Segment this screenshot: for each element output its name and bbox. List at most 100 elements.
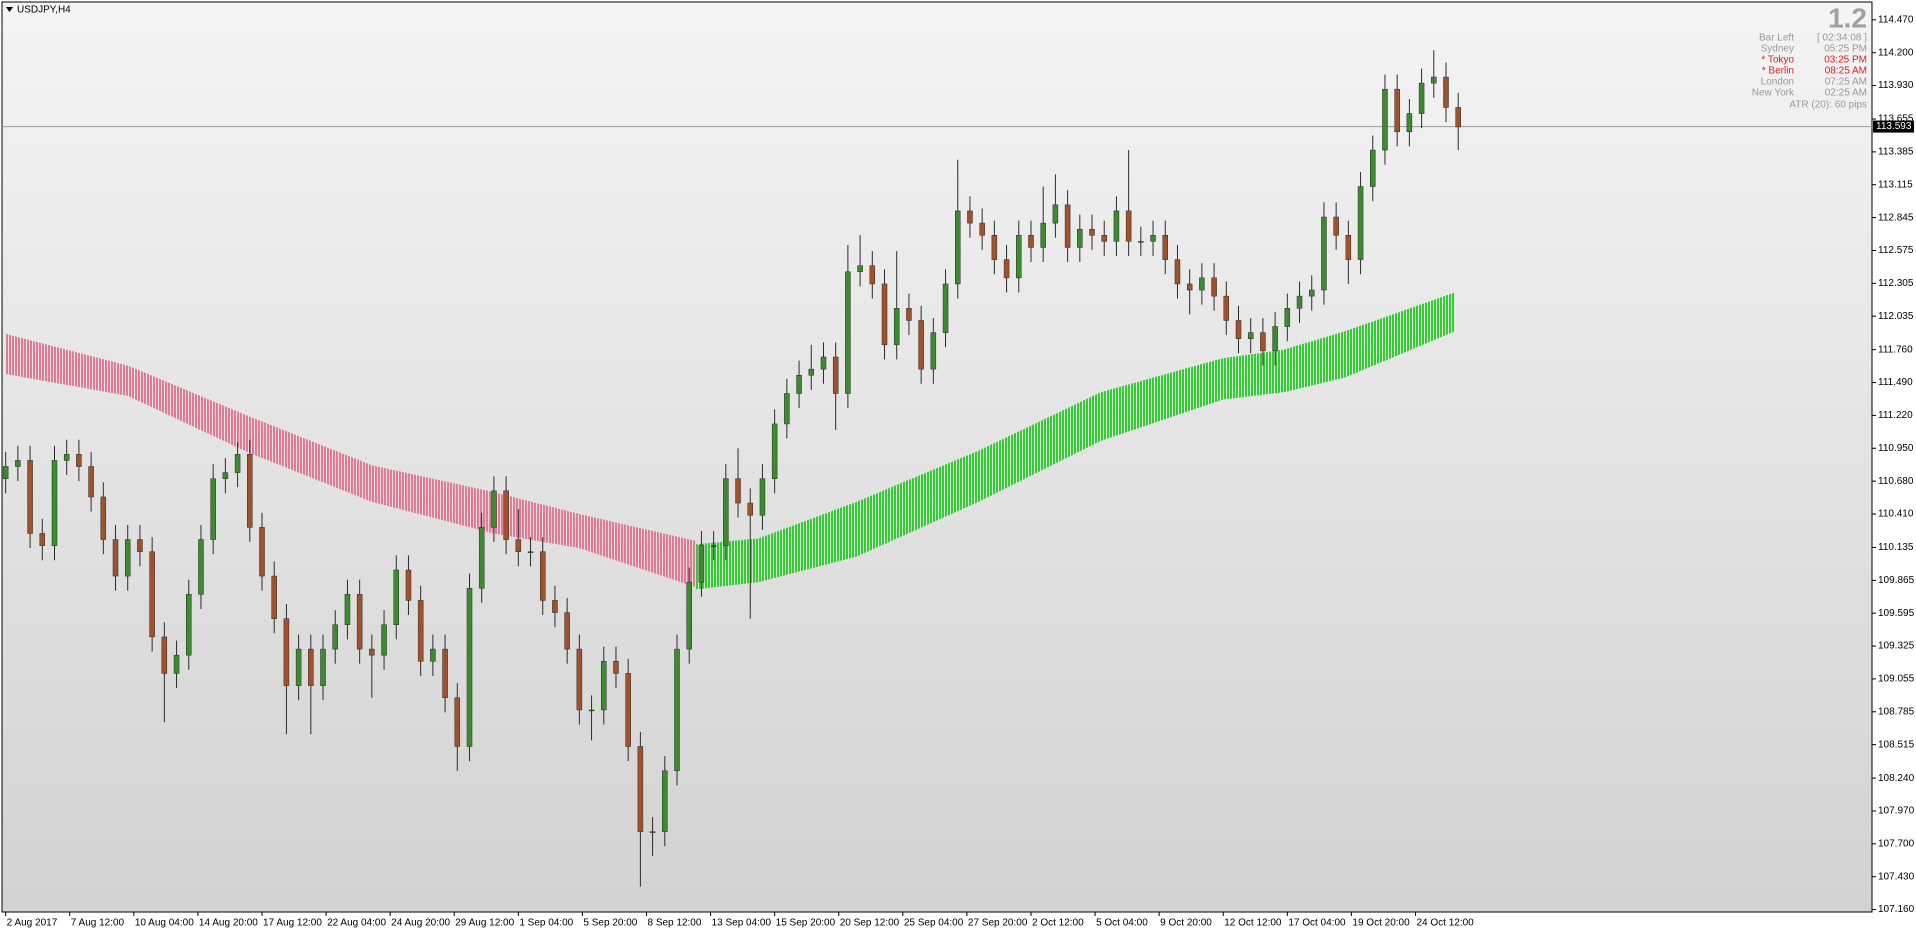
candle-body (332, 624, 338, 650)
candle-body (601, 661, 607, 711)
candle-body (1064, 204, 1071, 248)
candle-body (234, 454, 241, 473)
candle-body (1333, 216, 1339, 236)
info-value: 07:25 AM (1825, 77, 1867, 88)
info-value: 02:25 AM (1825, 88, 1867, 99)
candle-body (759, 478, 766, 516)
candle-body (124, 539, 131, 577)
candle-body (1113, 210, 1120, 242)
info-label: * Tokyo (1761, 55, 1794, 66)
candle-body (417, 600, 424, 662)
candle-body (881, 283, 888, 346)
candle-body (1211, 277, 1217, 297)
y-tick-label: 113.655 (1878, 114, 1914, 125)
y-tick-label: 112.575 (1878, 245, 1914, 256)
candle-body (906, 308, 912, 321)
candle-body (1394, 88, 1400, 133)
x-tick-label: 12 Oct 12:00 (1224, 918, 1282, 929)
y-tick-label: 112.035 (1878, 311, 1914, 322)
candle-body (991, 235, 998, 260)
candle-body (1308, 289, 1315, 297)
candle-body (1455, 107, 1461, 128)
candle-body (893, 308, 900, 346)
candle-body (930, 332, 937, 370)
x-tick-label: 17 Oct 04:00 (1288, 918, 1346, 929)
candle-body (1345, 235, 1352, 260)
candle-body (1089, 228, 1095, 236)
y-tick-label: 112.845 (1878, 212, 1914, 223)
candle-body (308, 648, 314, 686)
candle-body (356, 594, 363, 650)
y-tick-label: 110.680 (1878, 476, 1914, 487)
y-tick-label: 109.325 (1878, 641, 1915, 652)
candle-body (710, 545, 717, 547)
info-value: 05:25 PM (1824, 44, 1867, 55)
symbol-menu-arrow[interactable] (6, 7, 13, 12)
candle-body (1235, 320, 1242, 339)
candle-body (967, 210, 973, 224)
candle-body (112, 539, 119, 577)
candle-body (1150, 235, 1156, 242)
candle-body (137, 539, 143, 552)
candle-body (247, 454, 253, 528)
x-tick-label: 10 Aug 04:00 (135, 918, 194, 929)
candle-body (1101, 235, 1107, 242)
candle-body (210, 478, 216, 540)
candle-body (955, 210, 961, 285)
candle-body (442, 648, 448, 699)
candle-body (1370, 149, 1376, 187)
candle-body (698, 545, 705, 583)
candle-body (515, 539, 522, 552)
candle-body (173, 654, 180, 674)
candle-body (588, 709, 595, 712)
candle-body (649, 831, 656, 833)
candle-body (1260, 332, 1266, 352)
y-tick-label: 107.970 (1878, 806, 1915, 817)
candle-body (918, 320, 924, 370)
candle-body (271, 575, 277, 619)
candle-body (808, 368, 815, 376)
candle-body (539, 551, 546, 601)
candle-body (381, 624, 387, 656)
candle-body (491, 490, 497, 528)
x-tick-label: 2 Oct 12:00 (1032, 918, 1084, 929)
candle-body (1406, 113, 1413, 133)
x-tick-label: 24 Aug 20:00 (391, 918, 450, 929)
info-label: Sydney (1761, 44, 1794, 55)
candle-body (576, 648, 583, 711)
ma-band (5, 333, 696, 588)
x-tick-label: 9 Oct 20:00 (1160, 918, 1212, 929)
y-tick-label: 109.595 (1878, 608, 1915, 619)
candle-body (1052, 204, 1059, 224)
info-value: 08:25 AM (1825, 66, 1867, 77)
candle-body (796, 374, 802, 394)
candle-body (552, 600, 558, 613)
candle-body (1199, 277, 1205, 291)
candle-body (76, 454, 82, 467)
x-tick-label: 14 Aug 20:00 (199, 918, 258, 929)
y-tick-label: 110.410 (1878, 509, 1914, 520)
info-value: 1.2 (1828, 2, 1867, 33)
y-tick-label: 113.115 (1878, 179, 1913, 190)
candle-body (735, 478, 741, 504)
y-tick-label: 111.490 (1878, 377, 1913, 388)
candle-body (857, 265, 863, 273)
x-tick-label: 29 Aug 12:00 (455, 918, 514, 929)
y-tick-label: 113.385 (1878, 147, 1914, 158)
y-tick-label: 112.305 (1878, 278, 1914, 289)
candle-body (1284, 308, 1291, 327)
candle-body (942, 283, 949, 333)
candle-body (369, 648, 375, 656)
y-tick-label: 114.200 (1878, 47, 1914, 58)
candle-body (393, 569, 400, 626)
candle-body (869, 265, 876, 285)
candle-body (784, 393, 790, 425)
candle-body (149, 551, 155, 638)
y-tick-label: 108.515 (1878, 739, 1915, 750)
candle-body (186, 594, 192, 656)
candle-body (832, 356, 839, 394)
candle-body (27, 460, 33, 534)
candle-body (466, 587, 473, 747)
candle-body (1418, 82, 1425, 114)
